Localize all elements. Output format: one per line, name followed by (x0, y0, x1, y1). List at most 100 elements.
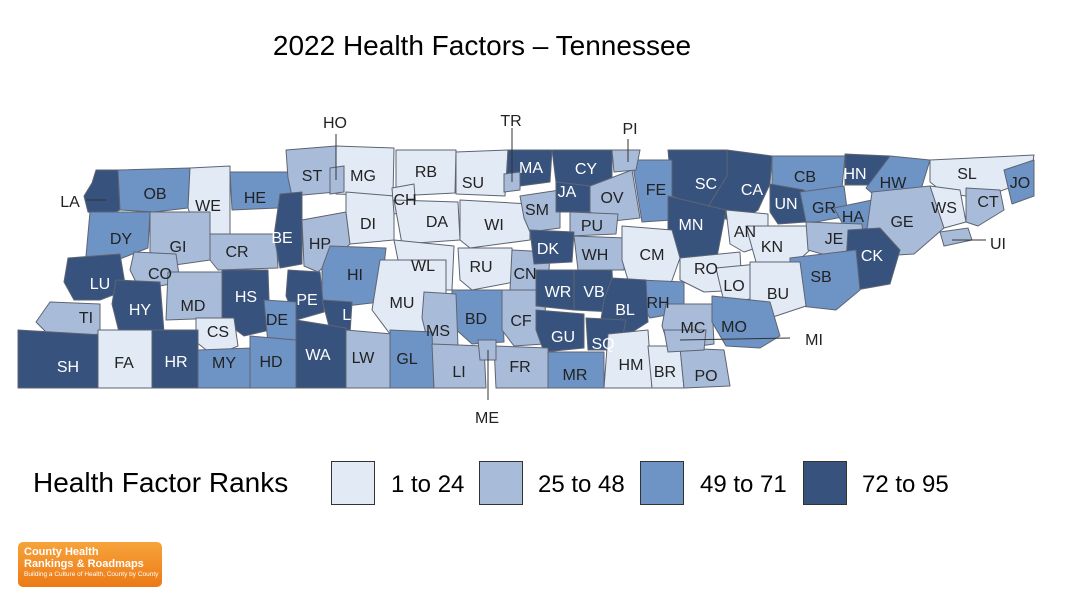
county-label-di: DI (360, 216, 376, 233)
legend-label-2: 25 to 48 (538, 471, 625, 498)
county-po (679, 347, 731, 389)
county-label-wi: WI (484, 217, 504, 234)
county-label-mn: MN (679, 217, 704, 234)
tennessee-county-map: HO TR PI UI MI ME LA OB WE HE ST MG RB SU MA CY SC CA CB HN… (17, 113, 1035, 427)
county-gr (799, 185, 849, 223)
callout-label-me: ME (475, 410, 499, 427)
county-label-po: PO (694, 368, 717, 385)
county-label-we: WE (195, 198, 221, 215)
county-label-rh: RH (646, 295, 669, 312)
county-pi (611, 149, 641, 173)
county-label-cm: CM (640, 247, 665, 264)
county-label-da: DA (426, 214, 449, 231)
county-label-jo: JO (1010, 175, 1030, 192)
legend-title: Health Factor Ranks (33, 467, 289, 498)
county-ct (965, 187, 1005, 227)
county-la (83, 169, 121, 217)
callout-label-mi: MI (805, 332, 823, 349)
county-gi (149, 211, 211, 267)
county-label-fe: FE (646, 182, 666, 199)
county-label-sl: SL (957, 166, 977, 183)
county-layer (17, 145, 1035, 389)
county-label-an: AN (734, 224, 756, 241)
county-label-ha: HA (842, 209, 865, 226)
county-label-cb: CB (794, 169, 816, 186)
county-label-ct: CT (977, 194, 999, 211)
county-mo (711, 295, 781, 349)
county-wh (573, 235, 627, 271)
county-label-hr: HR (164, 354, 187, 371)
county-li (431, 343, 487, 389)
county-cr (209, 233, 279, 271)
county-label-kn: KN (761, 239, 783, 256)
county-label-ro: RO (694, 261, 718, 278)
county-label-hn: HN (843, 166, 866, 183)
county-label-br: BR (654, 364, 676, 381)
county-be (273, 191, 303, 269)
legend-swatch-2 (479, 461, 523, 505)
logo-line-2: Rankings & Roadmaps (24, 558, 144, 570)
county-label-hi: HI (347, 267, 363, 284)
county-label-my: MY (212, 355, 236, 372)
county-label-ob: OB (143, 186, 166, 203)
county-label-pu: PU (581, 218, 603, 235)
county-label-su: SU (462, 175, 484, 192)
legend-label-3: 49 to 71 (700, 471, 787, 498)
county-di (345, 191, 395, 245)
county-label-ck: CK (861, 248, 884, 265)
county-label-ch: CH (393, 192, 416, 209)
legend-label-4: 72 to 95 (862, 471, 949, 498)
county-su (455, 149, 509, 197)
county-label-li: LI (452, 364, 465, 381)
county-st (285, 145, 337, 197)
county-mi (663, 329, 707, 353)
county-label-ja: JA (558, 184, 577, 201)
callout-label-ho: HO (323, 115, 347, 132)
county-label-wr: WR (545, 284, 572, 301)
county-label-de: DE (266, 312, 288, 329)
county-label-he: HE (244, 190, 266, 207)
county-label-gi: GI (170, 239, 187, 256)
county-label-rb: RB (415, 164, 437, 181)
county-label-st: ST (302, 168, 323, 185)
county-label-mg: MG (350, 168, 376, 185)
county-label-hs: HS (235, 289, 257, 306)
county-label-ws: WS (931, 200, 957, 217)
county-ui (939, 227, 973, 247)
legend-swatch-3 (640, 461, 684, 505)
legend-label-1: 1 to 24 (391, 471, 465, 498)
county-jo (1003, 159, 1035, 205)
county-label-co: CO (148, 266, 172, 283)
county-label-sb: SB (810, 269, 831, 286)
county-gu (535, 309, 585, 353)
county-label-pe: PE (296, 292, 317, 309)
county-label-ma: MA (519, 160, 543, 177)
county-dk (529, 229, 575, 265)
callout-line-mi (679, 337, 791, 341)
county-label-lw: LW (352, 350, 376, 367)
county-label-gl: GL (396, 351, 417, 368)
county-label-ov: OV (600, 190, 623, 207)
county-lu (63, 253, 127, 301)
county-label-layer: HO TR PI UI MI ME LA OB WE HE ST MG RB SU MA CY SC CA CB HN… (57, 113, 1030, 427)
callout-label-pi: PI (622, 121, 637, 138)
county-ov (589, 169, 641, 223)
county-label-fa: FA (114, 355, 134, 372)
county-label-cr: CR (225, 244, 248, 261)
county-label-hy: HY (129, 302, 152, 319)
county-label-be: BE (271, 230, 292, 247)
county-label-lo: LO (723, 278, 744, 295)
county-label-hw: HW (880, 175, 908, 192)
county-label-bl: BL (615, 302, 635, 319)
county-label-sh: SH (57, 359, 79, 376)
county-label-ti: TI (79, 310, 93, 327)
county-label-mr: MR (563, 367, 588, 384)
county-label-je: JE (825, 231, 844, 248)
county-label-mu: MU (390, 295, 415, 312)
county-ob (117, 167, 191, 213)
county-dy (85, 211, 151, 263)
county-label-cy: CY (575, 161, 598, 178)
county-label-ms: MS (426, 323, 450, 340)
county-label-sm: SM (525, 202, 549, 219)
callout-label-ui: UI (990, 236, 1006, 253)
